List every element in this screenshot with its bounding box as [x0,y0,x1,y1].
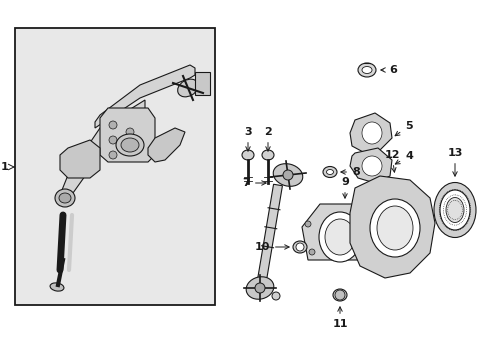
Circle shape [271,292,280,300]
Circle shape [295,243,304,251]
Text: 10: 10 [254,242,288,252]
Polygon shape [349,148,391,183]
Ellipse shape [325,219,354,255]
Ellipse shape [369,199,419,257]
Text: 8: 8 [340,167,359,177]
Polygon shape [302,204,377,260]
Polygon shape [60,140,100,178]
Text: 13: 13 [447,148,462,176]
Circle shape [305,221,310,227]
Text: 3: 3 [244,127,251,151]
Ellipse shape [50,283,64,291]
Text: 6: 6 [380,65,396,75]
Circle shape [308,249,314,255]
Ellipse shape [55,189,75,207]
Ellipse shape [357,63,375,77]
Polygon shape [349,176,434,278]
Text: 4: 4 [394,151,412,164]
Ellipse shape [332,289,346,301]
Ellipse shape [116,134,143,156]
Circle shape [109,121,117,129]
Ellipse shape [445,198,463,222]
Ellipse shape [433,183,475,238]
Circle shape [109,151,117,159]
Ellipse shape [59,193,71,203]
Polygon shape [257,184,282,281]
Text: 2: 2 [264,127,271,151]
Ellipse shape [439,190,469,230]
Text: 11: 11 [331,307,347,329]
Circle shape [368,221,374,227]
Circle shape [109,136,117,144]
Text: 12: 12 [384,150,399,172]
Ellipse shape [242,150,253,160]
Ellipse shape [361,122,381,144]
Ellipse shape [323,166,336,177]
Ellipse shape [177,79,198,97]
Ellipse shape [262,150,273,160]
Ellipse shape [318,212,360,262]
Ellipse shape [326,170,333,175]
Circle shape [364,249,370,255]
Ellipse shape [361,156,381,176]
Circle shape [283,170,292,180]
Circle shape [254,283,264,293]
Ellipse shape [245,277,273,299]
Ellipse shape [376,206,412,250]
Polygon shape [95,65,195,128]
Text: 9: 9 [340,177,348,198]
Polygon shape [148,128,184,162]
Text: 5: 5 [394,121,412,136]
Polygon shape [60,100,145,200]
Bar [15,28,215,305]
Ellipse shape [273,164,302,186]
Ellipse shape [121,138,139,152]
Text: 7: 7 [242,178,265,188]
Ellipse shape [292,241,306,253]
Polygon shape [195,72,209,95]
Circle shape [334,290,345,300]
Polygon shape [349,113,391,153]
Circle shape [126,128,134,136]
Polygon shape [100,108,155,162]
Ellipse shape [361,67,371,73]
Text: 1: 1 [0,162,8,172]
